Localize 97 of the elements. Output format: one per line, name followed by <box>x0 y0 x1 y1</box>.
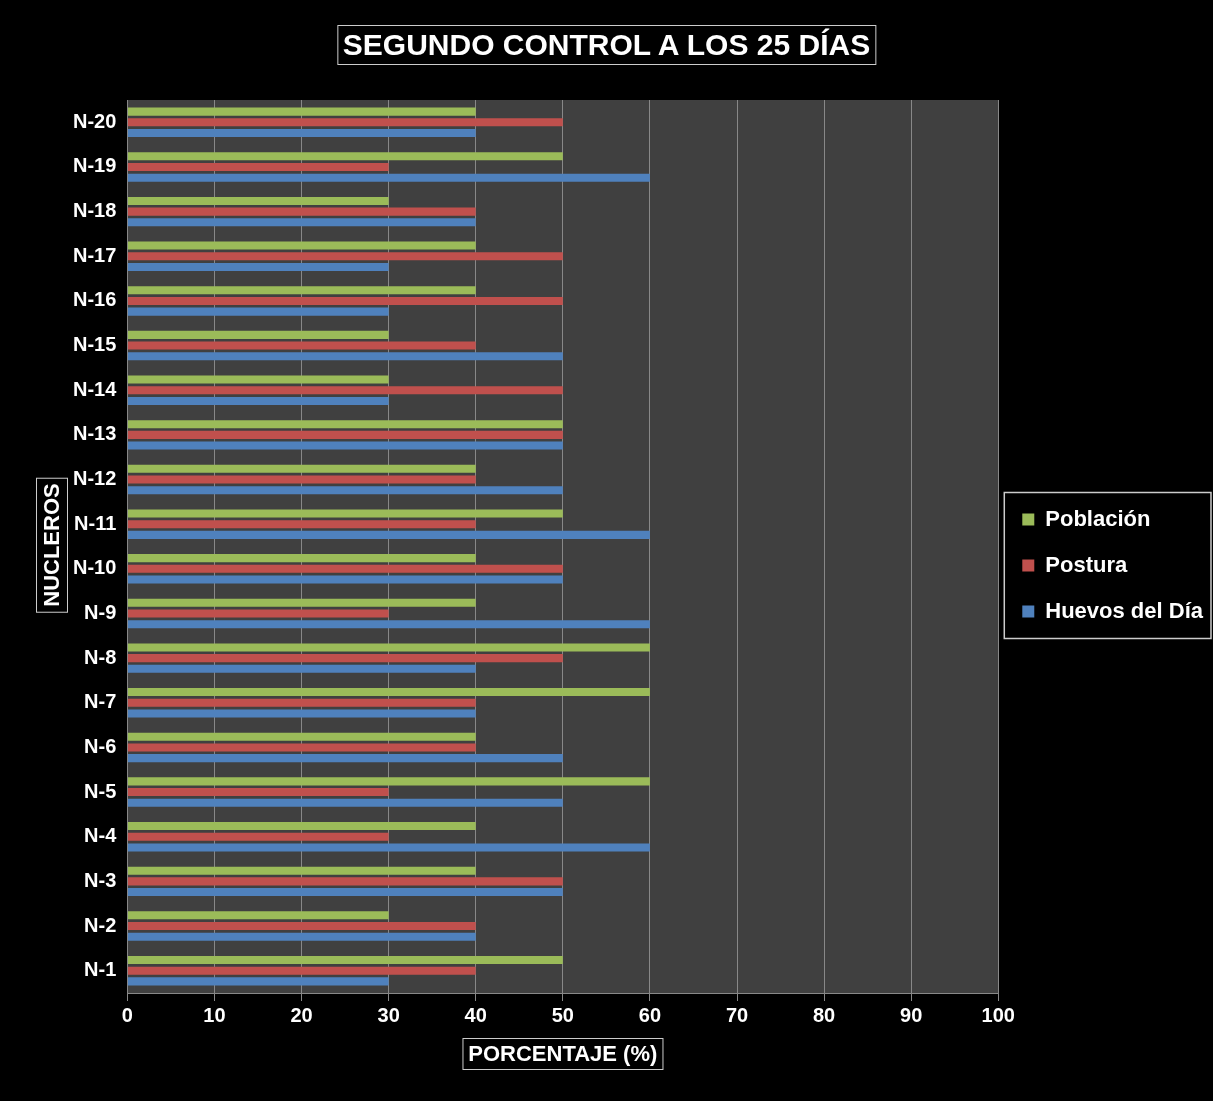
chart-title: SEGUNDO CONTROL A LOS 25 DÍAS <box>336 25 877 65</box>
bar <box>127 520 476 529</box>
bar <box>127 430 563 439</box>
bar <box>127 286 476 295</box>
bar <box>127 832 389 841</box>
x-tick-label: 0 <box>121 1003 133 1026</box>
bar <box>127 530 650 539</box>
bar <box>127 475 476 484</box>
bar <box>127 754 563 763</box>
y-tick-label: N-13 <box>72 422 117 445</box>
x-tick-label: 70 <box>725 1003 749 1026</box>
bar <box>127 743 476 752</box>
bar <box>127 932 476 941</box>
bar <box>127 420 563 429</box>
bar <box>127 843 650 852</box>
y-tick-label: N-10 <box>72 556 117 579</box>
bar <box>127 307 389 316</box>
bar <box>127 262 389 272</box>
bar <box>127 911 389 920</box>
y-tick-label: N-4 <box>84 824 118 847</box>
bar <box>127 352 563 361</box>
bar <box>127 441 563 450</box>
bar <box>127 598 476 607</box>
y-tick-label: N-11 <box>74 511 117 534</box>
y-tick-label: N-17 <box>72 243 117 266</box>
x-tick-label: 100 <box>981 1003 1015 1026</box>
bar <box>127 396 389 405</box>
bar <box>127 509 563 518</box>
x-tick-label: 10 <box>203 1003 226 1026</box>
x-tick-label: 40 <box>464 1003 487 1026</box>
y-tick-label: N-6 <box>84 734 117 757</box>
bar <box>127 798 563 807</box>
bar <box>127 252 563 261</box>
y-tick-label: N-5 <box>84 779 117 802</box>
bar <box>127 966 476 975</box>
x-tick-label: 30 <box>377 1003 400 1026</box>
bar <box>127 118 563 127</box>
bar <box>127 162 389 171</box>
x-tick-label: 90 <box>900 1003 923 1026</box>
bar <box>127 821 476 831</box>
y-tick-label: N-20 <box>72 109 117 132</box>
bar <box>127 977 389 986</box>
bar <box>127 788 389 797</box>
x-tick-label: 80 <box>812 1003 836 1026</box>
bar <box>127 375 389 384</box>
bar <box>127 922 476 931</box>
bar <box>127 107 476 116</box>
bar <box>127 620 650 629</box>
bar <box>127 709 476 718</box>
legend-label: Huevos del Día <box>1045 597 1204 623</box>
bar <box>127 486 563 495</box>
y-tick-label: N-3 <box>84 868 117 891</box>
bar <box>127 609 389 618</box>
y-tick-label: N-2 <box>84 913 117 936</box>
bar <box>127 330 389 339</box>
bar <box>127 575 563 584</box>
y-tick-label: N-1 <box>84 958 117 981</box>
bar <box>127 664 476 673</box>
bar <box>127 698 476 707</box>
bar <box>127 386 563 395</box>
bar <box>127 955 563 964</box>
y-tick-label: N-18 <box>72 199 117 222</box>
bar <box>127 341 476 350</box>
bar <box>127 207 476 216</box>
bar <box>127 877 563 886</box>
x-tick-label: 60 <box>638 1003 662 1026</box>
bar <box>127 732 476 741</box>
bar <box>127 241 476 250</box>
y-tick-label: N-9 <box>84 600 117 623</box>
bar <box>127 152 563 161</box>
bar <box>127 296 563 305</box>
x-axis-title: PORCENTAJE (%) <box>462 1038 664 1070</box>
y-tick-label: N-7 <box>84 690 117 713</box>
legend-label: Población <box>1045 505 1151 531</box>
bar <box>127 196 389 205</box>
y-axis-title: NUCLEROS <box>36 477 68 613</box>
x-tick-label: 50 <box>551 1003 574 1026</box>
bar <box>127 173 650 182</box>
bar <box>127 464 476 473</box>
bar <box>127 218 476 227</box>
bar <box>127 777 650 786</box>
bar <box>127 554 476 563</box>
x-tick-label: 20 <box>290 1003 313 1026</box>
y-tick-label: N-16 <box>72 288 117 311</box>
bar <box>127 688 650 697</box>
bar <box>127 888 563 897</box>
bar <box>127 129 476 138</box>
bar <box>127 643 650 652</box>
bar <box>127 654 563 663</box>
legend-label: Postura <box>1045 551 1128 577</box>
y-tick-label: N-8 <box>84 645 117 668</box>
bar <box>127 866 476 875</box>
y-tick-label: N-19 <box>72 154 117 177</box>
bar <box>127 564 563 573</box>
y-tick-label: N-12 <box>72 467 117 490</box>
y-tick-label: N-15 <box>72 333 117 356</box>
y-tick-label: N-14 <box>72 377 118 400</box>
